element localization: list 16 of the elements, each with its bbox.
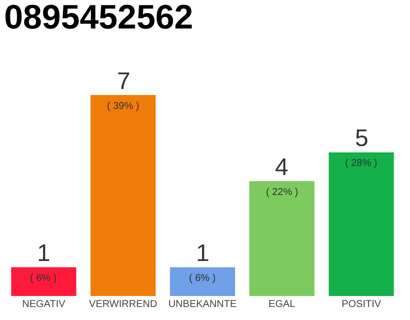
- bar: [328, 152, 394, 296]
- x-tick-label: NEGATIV: [22, 299, 66, 310]
- x-tick-label: UNBEKANNTE: [168, 299, 237, 310]
- x-tick-label: POSITIV: [342, 299, 382, 310]
- data-label: 1 ( 6% ): [30, 240, 57, 284]
- data-label: 5 ( 28% ): [345, 125, 378, 169]
- chart-title: 0895452562: [4, 0, 194, 37]
- bar: [249, 181, 314, 296]
- data-label: 7 ( 39% ): [107, 68, 140, 112]
- data-label: 4 ( 22% ): [266, 154, 298, 198]
- bar: [90, 95, 156, 296]
- data-label: 1 ( 6% ): [189, 240, 216, 284]
- bar: [11, 267, 76, 296]
- bar: [170, 267, 236, 296]
- x-tick-label: VERWIRREND: [89, 299, 158, 310]
- x-tick-label: EGAL: [268, 299, 296, 310]
